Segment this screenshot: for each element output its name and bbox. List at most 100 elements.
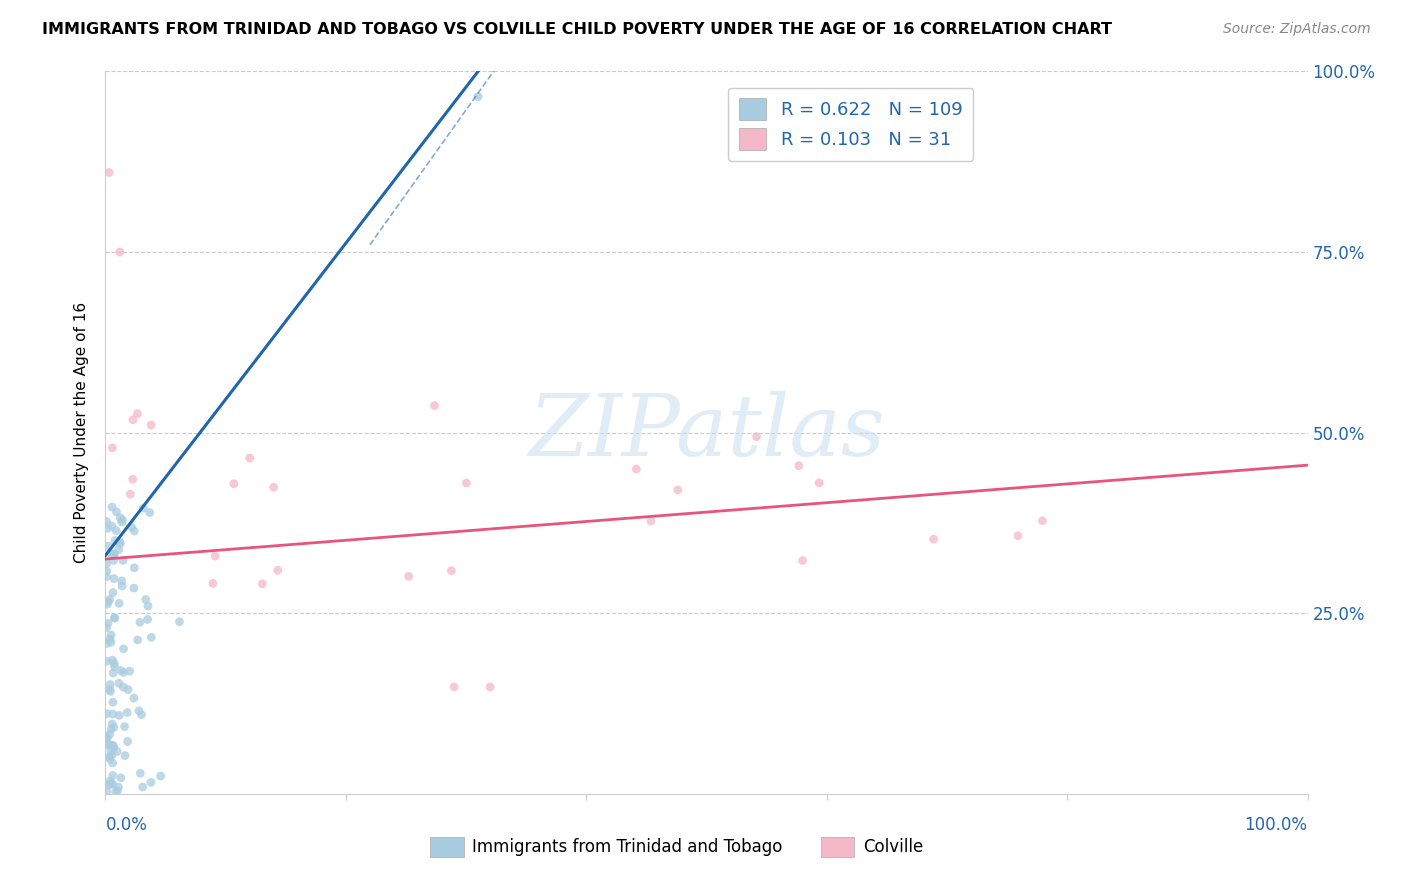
Point (127, 632, 149, 647)
Point (132, 780, 155, 794)
Point (1007, 529, 1029, 543)
Point (96, 654, 118, 668)
Point (110, 536, 132, 550)
Point (96, 621, 118, 635)
Point (111, 513, 134, 527)
Point (103, 657, 125, 671)
Point (103, 659, 125, 673)
Point (117, 682, 139, 697)
Text: Colville: Colville (863, 838, 924, 855)
Point (105, 505, 128, 519)
Point (1031, 514, 1053, 528)
Point (792, 553, 814, 567)
Point (121, 472, 143, 486)
Point (745, 430, 768, 444)
Point (105, 744, 128, 758)
Point (787, 458, 810, 473)
Point (96, 731, 118, 746)
Point (101, 441, 124, 455)
Point (101, 756, 124, 770)
Point (107, 780, 129, 794)
Point (100, 635, 122, 649)
Point (98, 749, 121, 764)
Point (398, 569, 420, 583)
Point (112, 680, 135, 694)
Point (129, 615, 152, 630)
Point (97, 738, 120, 752)
Point (100, 744, 122, 758)
Bar (430, 837, 464, 856)
Point (98, 632, 121, 647)
Point (108, 708, 131, 723)
Point (120, 487, 142, 501)
Point (131, 707, 153, 722)
Point (98, 773, 121, 788)
Point (108, 510, 131, 524)
Point (103, 572, 125, 586)
Point (666, 483, 689, 497)
Point (101, 706, 124, 721)
Point (479, 680, 502, 694)
Point (107, 542, 129, 557)
Point (129, 766, 152, 780)
Point (132, 501, 155, 516)
Point (118, 664, 141, 678)
Point (139, 775, 162, 789)
Legend: R = 0.622   N = 109, R = 0.103   N = 31: R = 0.622 N = 109, R = 0.103 N = 31 (728, 87, 973, 161)
Point (117, 706, 139, 720)
Point (149, 769, 172, 783)
Point (456, 475, 478, 490)
Point (103, 553, 125, 567)
Point (97, 521, 120, 535)
Point (222, 476, 245, 491)
Point (124, 561, 146, 575)
Point (103, 548, 125, 562)
Point (122, 691, 145, 706)
Point (640, 514, 662, 528)
Point (96, 636, 118, 650)
Point (112, 641, 135, 656)
Point (108, 244, 131, 259)
Point (103, 740, 125, 755)
Point (110, 664, 132, 678)
Point (96, 706, 118, 721)
Point (101, 747, 124, 762)
Point (141, 631, 163, 645)
Point (98, 682, 121, 697)
Point (103, 739, 125, 754)
Point (104, 533, 127, 548)
Text: IMMIGRANTS FROM TRINIDAD AND TOBAGO VS COLVILLE CHILD POVERTY UNDER THE AGE OF 1: IMMIGRANTS FROM TRINIDAD AND TOBAGO VS C… (42, 22, 1112, 37)
Point (136, 612, 159, 626)
Point (252, 576, 274, 591)
Point (103, 720, 125, 734)
Point (101, 768, 124, 782)
Point (100, 722, 122, 736)
Text: Source: ZipAtlas.com: Source: ZipAtlas.com (1223, 22, 1371, 37)
Point (96, 785, 118, 799)
Point (121, 520, 143, 534)
Text: ZIPatlas: ZIPatlas (527, 392, 886, 474)
Point (98, 752, 121, 766)
Point (100, 684, 122, 698)
Point (626, 462, 648, 476)
Point (922, 532, 945, 546)
Point (111, 515, 134, 529)
Point (114, 748, 136, 763)
Point (96, 569, 118, 583)
Point (103, 547, 125, 561)
Point (128, 704, 150, 718)
Point (100, 776, 122, 790)
Point (112, 665, 135, 680)
Point (169, 615, 191, 629)
Point (108, 596, 131, 610)
Point (98, 677, 121, 691)
Point (263, 480, 285, 494)
Point (101, 653, 124, 667)
Bar (821, 837, 855, 856)
Point (808, 475, 831, 490)
Point (101, 777, 124, 791)
Point (97, 778, 120, 792)
Point (103, 610, 125, 624)
Point (101, 548, 124, 562)
Point (204, 549, 226, 563)
